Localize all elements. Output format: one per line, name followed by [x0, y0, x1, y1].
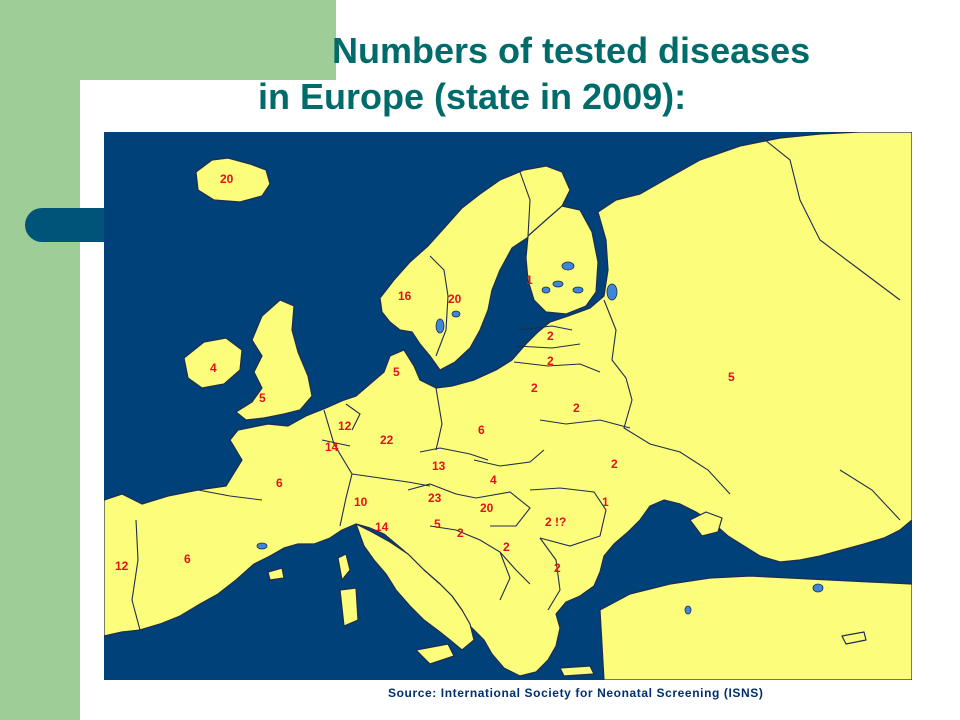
source-caption: Source: International Society for Neonat…	[388, 686, 764, 700]
label-russia: 5	[728, 370, 735, 384]
label-belgium: 14	[325, 440, 339, 454]
label-czech: 13	[432, 459, 446, 473]
label-estonia: 2	[547, 329, 554, 343]
anatolia-landmass	[599, 575, 912, 680]
iceland-landmass	[195, 157, 271, 203]
label-sweden: 20	[448, 292, 462, 306]
label-ukraine: 2	[611, 457, 618, 471]
label-norway: 16	[398, 289, 412, 303]
label-switzerland: 10	[354, 495, 368, 509]
austria-border	[407, 483, 477, 499]
label-uk: 5	[259, 391, 266, 405]
baltic-borders	[513, 325, 601, 373]
balkan-borders	[429, 525, 561, 611]
title-line-1: Numbers of tested diseases	[332, 30, 811, 71]
label-denmark: 5	[393, 365, 400, 379]
lake-sweden-2	[451, 310, 461, 318]
label-slovakia: 4	[490, 473, 497, 487]
label-hungary: 20	[480, 501, 494, 515]
corsica-island	[337, 553, 351, 581]
scandinavia-landmass	[379, 165, 571, 371]
lake-van	[812, 583, 824, 593]
lake-tuz	[684, 605, 692, 615]
crimea-landmass	[689, 511, 723, 537]
sardinia-island	[339, 587, 359, 627]
sweden-finland-border	[519, 171, 531, 237]
spain-portugal-border	[131, 519, 141, 631]
title-line-2: in Europe (state in 2009):	[258, 76, 687, 117]
norway-sweden-border	[429, 255, 449, 357]
cyprus-island	[841, 631, 867, 645]
poland-south-border	[473, 449, 545, 467]
balearic-island	[267, 567, 285, 581]
label-ireland: 4	[210, 361, 217, 375]
country-borders	[131, 135, 901, 631]
label-slovenia: 5	[434, 517, 441, 531]
continental-europe-landmass	[104, 132, 912, 677]
hungary-border	[475, 491, 531, 527]
caucasus-border	[839, 469, 901, 521]
lake-finland-3	[572, 286, 584, 294]
lake-finland-1	[561, 261, 575, 271]
slide-title: Numbers of tested diseases in Europe (st…	[0, 28, 960, 120]
germany-poland-border	[435, 387, 443, 451]
russia-east-border	[759, 135, 901, 301]
lake-ladoga	[606, 283, 618, 301]
romania-border	[529, 487, 607, 547]
green-top-band	[80, 0, 336, 80]
label-italy: 14	[375, 520, 389, 534]
ireland-landmass	[183, 337, 243, 389]
label-bulgaria: 2	[554, 561, 561, 575]
spain-france-border	[197, 489, 263, 501]
czech-border	[419, 447, 489, 461]
country-number-labels: 20 16 20 1 2 2 2 2 5 4 5 5 12 14 22 6 2 …	[115, 172, 735, 575]
label-moldova: 1	[602, 495, 609, 509]
label-spain: 6	[184, 552, 191, 566]
great-britain-landmass	[235, 299, 313, 421]
label-latvia: 2	[547, 354, 554, 368]
russia-west-border	[603, 299, 731, 495]
label-iceland: 20	[220, 172, 234, 186]
label-romania: 2 !?	[545, 515, 566, 529]
label-germany: 22	[380, 433, 394, 447]
land-masses	[104, 132, 912, 680]
label-france: 6	[276, 476, 283, 490]
lake-finland-2	[552, 280, 564, 288]
lake-geneva	[256, 542, 268, 550]
lakes	[256, 261, 824, 615]
label-finland: 1	[526, 273, 533, 287]
belarus-ukraine-border	[539, 419, 631, 429]
lake-finland-4	[541, 286, 551, 294]
label-belarus: 2	[573, 401, 580, 415]
green-side-bar	[0, 0, 80, 720]
label-austria: 23	[428, 491, 442, 505]
label-netherlands: 12	[338, 419, 352, 433]
benelux-border	[321, 403, 361, 447]
europe-map: 20 16 20 1 2 2 2 2 5 4 5 5 12 14 22 6 2 …	[104, 132, 912, 680]
lake-sweden-1	[435, 318, 445, 334]
label-serbia: 2	[503, 540, 510, 554]
crete-island	[559, 665, 595, 677]
label-poland: 6	[478, 423, 485, 437]
label-portugal: 12	[115, 559, 129, 573]
label-croatia: 2	[457, 526, 464, 540]
germany-south-border	[351, 473, 431, 487]
label-lithuania: 2	[531, 381, 538, 395]
italy-landmass	[355, 523, 475, 651]
sicily-island	[415, 643, 455, 665]
